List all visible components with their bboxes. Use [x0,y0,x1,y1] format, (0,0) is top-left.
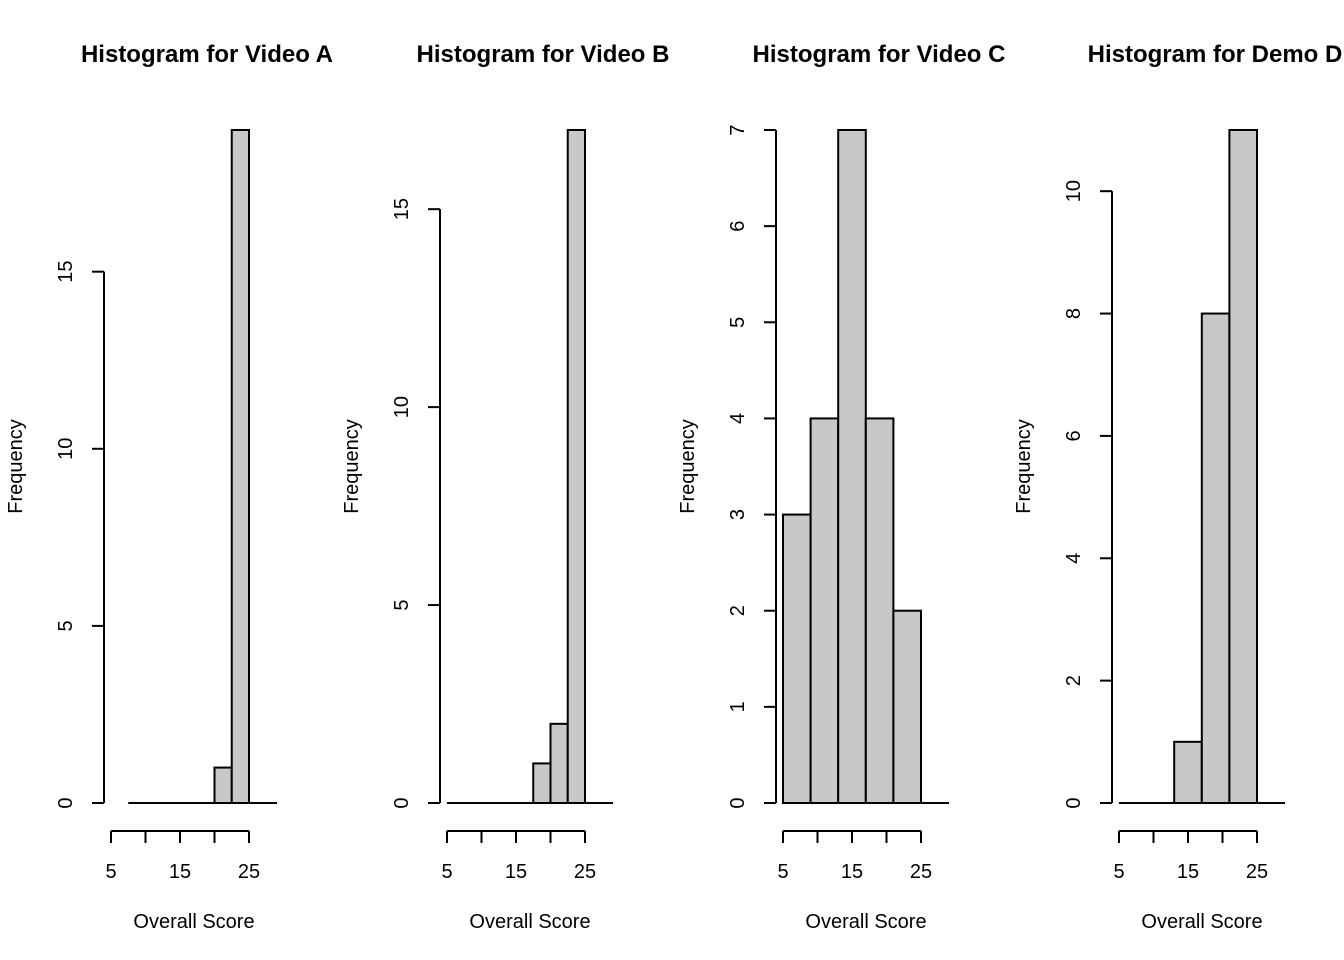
y-tick-label: 0 [1063,797,1085,808]
histogram-panel-3: Histogram for Video C Frequency Overall Sc… [677,41,1005,933]
y-axis-label: Frequency [5,419,27,514]
histogram-bar [549,722,569,805]
y-tick-label: 15 [55,261,77,283]
y-tick-label: 5 [55,620,77,631]
y-tick-label: 2 [1063,675,1085,686]
y-tick-label: 0 [391,797,413,808]
x-tick-label: 25 [1246,861,1268,883]
x-tick-label: 5 [777,861,788,883]
x-axis-label: Overall Score [469,911,590,933]
y-axis-label: Frequency [341,419,363,514]
x-tick-label: 5 [441,861,452,883]
y-tick-label: 10 [1063,180,1085,202]
y-tick-label: 0 [55,797,77,808]
y-tick-label: 2 [727,605,749,616]
histogram-bar [1228,129,1259,804]
histogram-panels: Histogram for Video A Frequency Overall Sc… [5,41,1342,933]
y-tick-label: 15 [391,198,413,220]
x-axis-label: Overall Score [805,911,926,933]
y-tick-label: 5 [727,317,749,328]
x-tick-label: 25 [910,861,932,883]
chart-title: Histogram for Demo D [1088,41,1343,68]
histogram-bar [864,417,895,804]
y-tick-label: 4 [727,413,749,424]
y-tick-label: 6 [727,221,749,232]
y-tick-label: 0 [727,797,749,808]
y-tick-label: 8 [1063,308,1085,319]
y-tick-label: 10 [55,438,77,460]
x-axis-label: Overall Score [1141,911,1262,933]
histogram-bar [782,513,812,804]
histogram-bar [1200,312,1231,804]
chart-title: Histogram for Video A [81,41,333,68]
x-tick-label: 15 [841,861,863,883]
histogram-bar [809,417,840,804]
y-axis-label: Frequency [677,419,699,514]
y-tick-label: 4 [1063,553,1085,564]
histogram-bar [230,129,250,804]
y-tick-label: 7 [727,124,749,135]
x-tick-label: 15 [169,861,191,883]
x-axis-label: Overall Score [133,911,254,933]
histogram-bar [892,609,923,805]
x-tick-label: 15 [505,861,527,883]
histogram-bar [532,762,552,804]
x-tick-label: 25 [238,861,260,883]
x-tick-label: 5 [1113,861,1124,883]
histogram-bar [1173,740,1203,804]
histogram-bar [566,129,586,804]
y-tick-label: 6 [1063,430,1085,441]
histogram-panel-1: Histogram for Video A Frequency Overall Sc… [5,41,333,933]
chart-title: Histogram for Video B [417,41,670,68]
y-tick-label: 5 [391,599,413,610]
chart-title: Histogram for Video C [753,41,1006,68]
histogram-panel-2: Histogram for Video B Frequency Overall Sc… [341,41,669,933]
y-tick-label: 3 [727,509,749,520]
y-axis-label: Frequency [1013,419,1035,514]
histogram-panel-4: Histogram for Demo D Frequency Overall Sco… [1013,41,1342,933]
y-tick-label: 10 [391,396,413,418]
histogram-bar [213,766,233,804]
y-tick-label: 1 [727,701,749,712]
x-tick-label: 5 [105,861,116,883]
histogram-bar [837,129,867,804]
x-tick-label: 25 [574,861,596,883]
x-tick-label: 15 [1177,861,1199,883]
